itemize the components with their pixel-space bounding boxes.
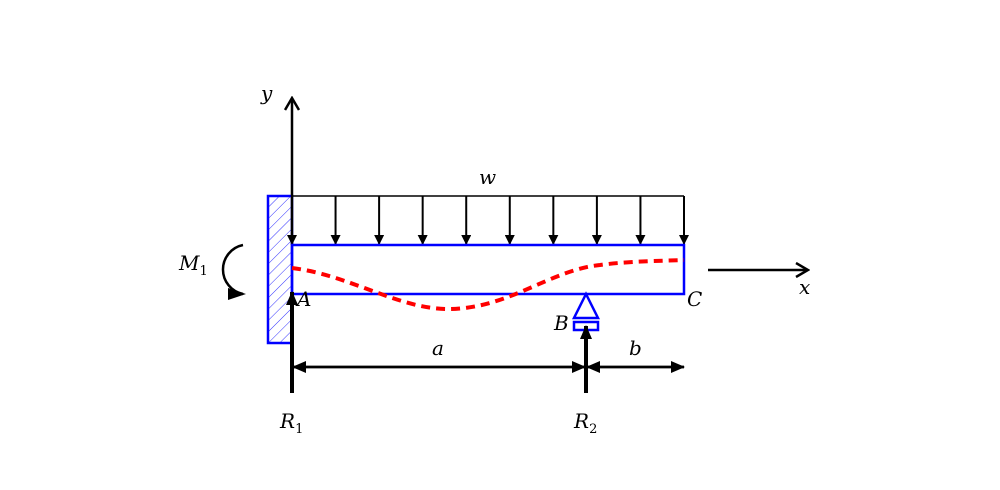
beam <box>290 243 686 296</box>
reaction-r1-label: R1 <box>279 409 303 437</box>
dimension-a-label: a <box>432 336 444 360</box>
point-b-label: B <box>553 311 569 335</box>
moment-label: M1 <box>178 251 208 279</box>
roller-support <box>571 291 601 320</box>
deflection-curve <box>291 258 685 312</box>
point-c-label: C <box>687 287 702 311</box>
load-label: w <box>479 165 496 189</box>
dimension-b-label: b <box>629 336 642 360</box>
distributed-load <box>287 195 689 245</box>
point-a-label: A <box>295 287 311 311</box>
x-axis-label: x <box>799 275 810 299</box>
moment-arrow <box>221 243 244 296</box>
y-axis-label: y <box>260 81 273 105</box>
fixed-wall <box>266 194 294 345</box>
reaction-r2-label: R2 <box>573 409 597 437</box>
moment-arrowhead <box>228 288 246 300</box>
